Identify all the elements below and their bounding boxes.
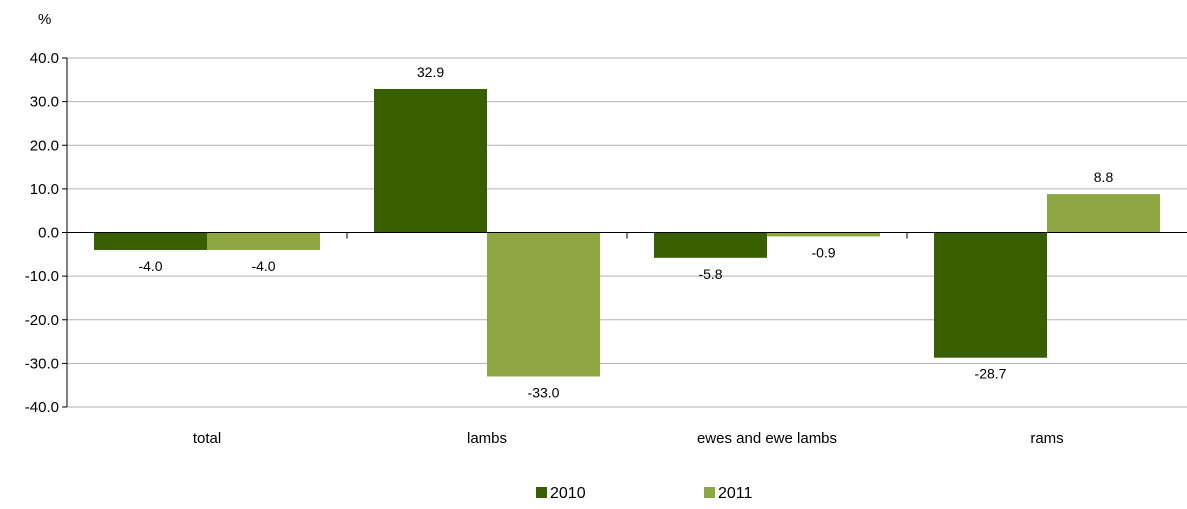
y-tick-label: 40.0	[30, 50, 59, 67]
y-tick-label: -40.0	[25, 399, 59, 416]
bar-2011-rams	[1047, 194, 1160, 233]
data-label: 32.9	[417, 64, 444, 80]
data-label: -28.7	[975, 366, 1007, 382]
data-label: 8.8	[1094, 169, 1114, 185]
category-label: rams	[1030, 430, 1063, 447]
legend-swatch-2011	[704, 487, 715, 498]
bar-2011-total	[207, 232, 320, 250]
legend-swatch-2010	[536, 487, 547, 498]
data-label: -0.9	[811, 244, 835, 260]
legend-label: 2010	[550, 485, 586, 502]
data-label: -33.0	[528, 384, 560, 400]
y-tick-label: -20.0	[25, 312, 59, 329]
legend-label: 2011	[718, 485, 753, 502]
bar-2010-lambs	[374, 88, 487, 233]
bar-2011-ewes-and-ewe-lambs	[767, 232, 880, 237]
y-tick-label: 0.0	[38, 225, 59, 242]
category-label: lambs	[467, 430, 507, 447]
data-label: -5.8	[698, 266, 722, 282]
legend: 2010 2011	[536, 485, 753, 502]
y-tick-label: 30.0	[30, 94, 59, 111]
y-tick-label: -30.0	[25, 355, 59, 372]
gridlines	[67, 57, 1187, 408]
y-tick-labels: 40.0 30.0 20.0 10.0 0.0 -10.0 -20.0 -30.0 -40.0	[25, 50, 59, 416]
bar-2010-ewes-and-ewe-lambs	[654, 232, 767, 258]
data-label: -4.0	[251, 258, 275, 274]
category-label: total	[193, 430, 221, 447]
y-tick-label: -10.0	[25, 268, 59, 285]
bar-2010-total	[94, 232, 207, 250]
data-labels: -4.0 -4.0 32.9 -33.0 -5.8 -0.9 -28.7 8.8	[138, 64, 1113, 400]
bar-2010-rams	[934, 232, 1047, 358]
bars	[94, 88, 1160, 377]
axes	[62, 57, 1187, 408]
bar-2011-lambs	[487, 232, 600, 377]
category-labels: total lambs ewes and ewe lambs rams	[193, 430, 1064, 447]
y-tick-label: 20.0	[30, 137, 59, 154]
y-unit-label: %	[38, 11, 51, 28]
y-tick-label: 10.0	[30, 181, 59, 198]
data-label: -4.0	[138, 258, 162, 274]
category-label: ewes and ewe lambs	[697, 430, 837, 447]
